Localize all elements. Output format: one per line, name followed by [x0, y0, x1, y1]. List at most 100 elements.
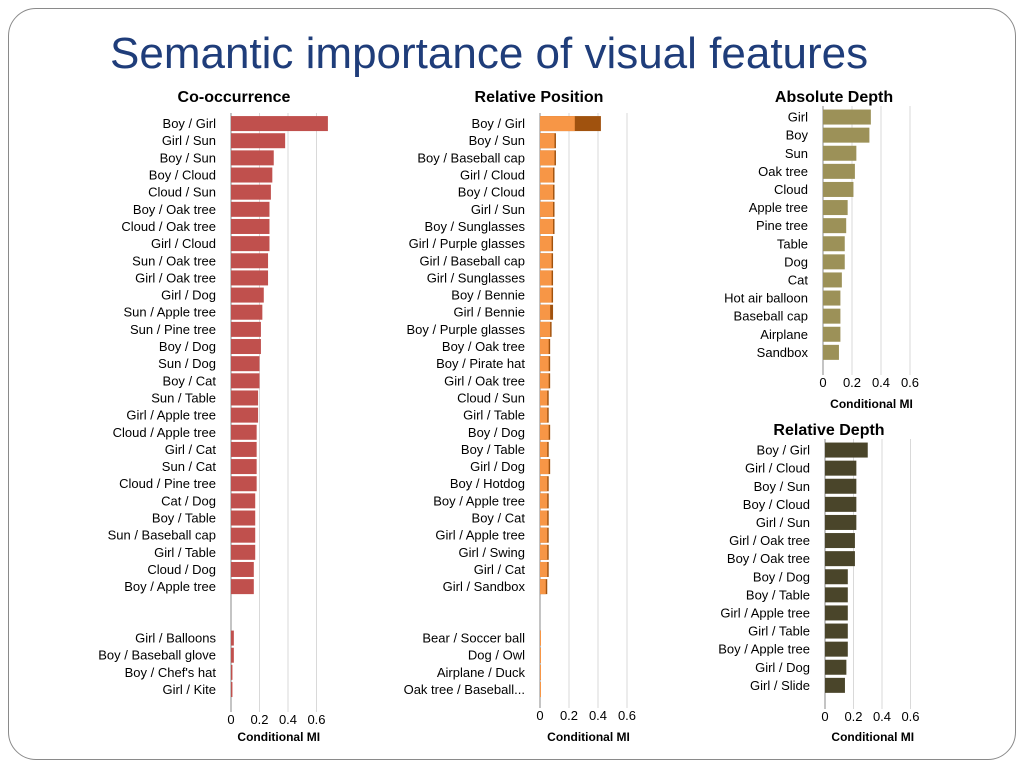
bar	[825, 551, 855, 567]
bar	[540, 510, 548, 526]
bar	[231, 321, 261, 337]
category-label: Girl / Balloons	[135, 631, 216, 646]
bar	[231, 682, 233, 698]
bar	[540, 527, 548, 543]
category-label: Girl / Apple tree	[720, 605, 810, 620]
category-label: Boy / Cloud	[743, 497, 810, 512]
category-label: Boy / Bennie	[451, 288, 525, 303]
category-label: Girl / Table	[154, 545, 216, 560]
x-tick-label: 0	[821, 709, 828, 724]
bar	[825, 623, 848, 639]
category-label: Boy	[786, 128, 809, 143]
bar	[540, 579, 546, 595]
category-label: Sandbox	[757, 345, 809, 360]
category-label: Boy / Girl	[757, 443, 811, 458]
category-label: Cloud / Sun	[457, 390, 525, 405]
bar	[825, 514, 857, 530]
bar	[231, 510, 256, 526]
bar	[540, 647, 541, 663]
category-label: Sun / Apple tree	[123, 305, 216, 320]
category-label: Girl / Oak tree	[444, 373, 525, 388]
bar	[823, 236, 845, 252]
category-label: Boy / Girl	[163, 116, 217, 131]
bar	[540, 373, 549, 389]
category-label: Boy / Chef's hat	[125, 665, 217, 680]
category-label: Girl / Cat	[474, 562, 526, 577]
category-label: Boy / Oak tree	[727, 551, 810, 566]
slide-title: Semantic importance of visual features	[110, 29, 869, 78]
bar	[231, 544, 256, 560]
bar	[540, 544, 548, 560]
bar	[540, 167, 554, 183]
category-label: Girl / Table	[748, 624, 810, 639]
bar	[825, 442, 868, 458]
category-label: Pine tree	[756, 218, 808, 233]
category-label: Cloud	[774, 182, 808, 197]
category-label: Cloud / Pine tree	[119, 476, 216, 491]
bar	[825, 460, 857, 476]
category-label: Girl / Apple tree	[126, 408, 216, 423]
category-label: Boy / Cloud	[458, 185, 525, 200]
bar	[231, 373, 260, 389]
bar	[825, 641, 848, 657]
bar	[540, 201, 554, 217]
category-label: Dog / Owl	[468, 648, 525, 663]
bar	[823, 181, 854, 197]
category-label: Sun / Oak tree	[132, 253, 216, 268]
bar	[231, 356, 260, 372]
category-label: Airplane	[760, 327, 808, 342]
x-tick-label: 0.6	[901, 375, 919, 390]
category-label: Boy / Cat	[472, 511, 526, 526]
bar	[231, 150, 274, 166]
bar	[823, 290, 841, 306]
category-label: Sun / Dog	[158, 356, 216, 371]
category-label: Girl / Purple glasses	[409, 236, 526, 251]
bar	[231, 664, 233, 680]
bar	[540, 184, 554, 200]
chart-reldepth: Relative Depth Boy / Girl Girl / Cloud Boy …	[718, 422, 919, 744]
bar	[231, 116, 328, 132]
chart-title: Relative Depth	[773, 422, 884, 439]
x-tick-label: 0.4	[873, 709, 891, 724]
bar	[823, 344, 839, 360]
x-tick-label: 0.2	[250, 712, 268, 727]
x-tick-label: 0.2	[843, 375, 861, 390]
category-label: Girl / Dog	[755, 660, 810, 675]
category-label: Girl / Baseball cap	[420, 253, 526, 268]
category-label: Boy / Table	[461, 442, 525, 457]
bar	[823, 127, 870, 143]
bar	[540, 459, 549, 475]
category-label: Boy / Cloud	[149, 168, 216, 183]
chart-title: Relative Position	[475, 89, 604, 106]
bar	[540, 356, 549, 372]
category-label: Cloud / Oak tree	[121, 219, 216, 234]
bar	[540, 304, 551, 320]
bar	[825, 569, 848, 585]
category-label: Apple tree	[749, 200, 808, 215]
x-tick-label: 0.2	[560, 708, 578, 723]
category-label: Boy / Sun	[754, 479, 810, 494]
category-label: Sun	[785, 146, 808, 161]
category-label: Boy / Dog	[159, 339, 216, 354]
bar	[540, 116, 575, 132]
category-label: Girl / Swing	[459, 545, 525, 560]
bar	[540, 287, 552, 303]
category-label: Girl / Cloud	[460, 168, 525, 183]
category-label: Boy / Baseball glove	[98, 648, 216, 663]
category-label: Boy / Hotdog	[450, 476, 525, 491]
bar	[540, 561, 548, 577]
bar	[540, 133, 555, 149]
bar	[231, 167, 273, 183]
bar	[231, 287, 264, 303]
category-label: Girl / Sunglasses	[427, 270, 526, 285]
category-label: Cloud / Dog	[147, 562, 216, 577]
category-label: Boy / Cat	[163, 373, 217, 388]
category-label: Girl / Bennie	[453, 305, 525, 320]
category-label: Boy / Apple tree	[433, 493, 525, 508]
category-label: Table	[777, 236, 808, 251]
category-label: Dog	[784, 254, 808, 269]
bar	[540, 441, 548, 457]
x-tick-label: 0.4	[589, 708, 607, 723]
category-label: Boy / Oak tree	[442, 339, 525, 354]
category-label: Boy / Dog	[753, 569, 810, 584]
